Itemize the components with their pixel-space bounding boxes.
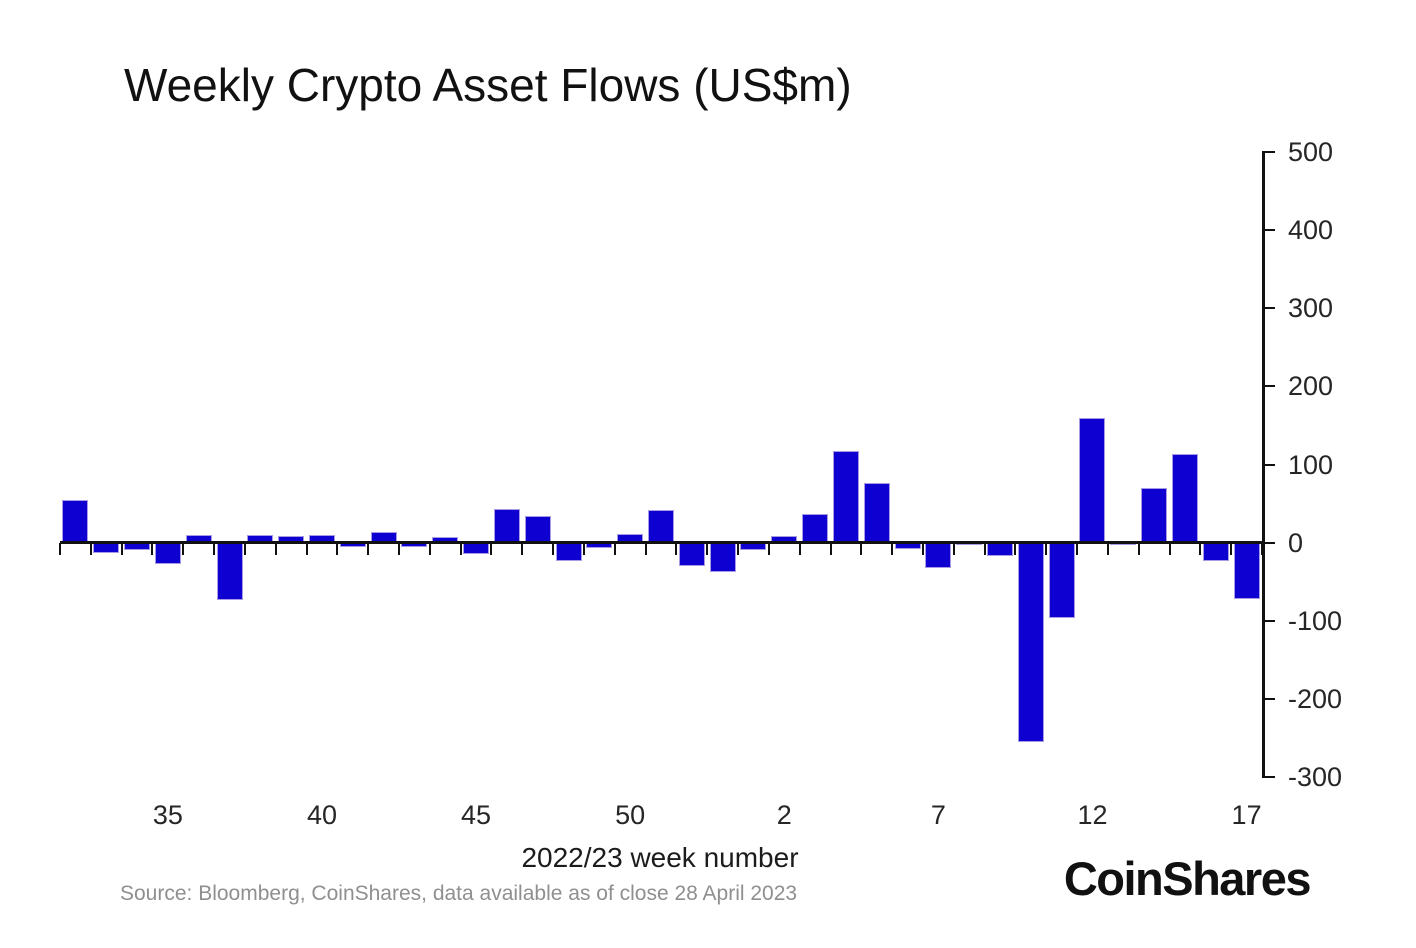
y-tick	[1262, 776, 1275, 778]
bar-week-7	[925, 542, 952, 568]
y-tick-label: -300	[1288, 762, 1343, 792]
bar-week-4	[832, 451, 859, 543]
y-tick-label: 300	[1288, 293, 1334, 324]
bar-week-52	[678, 542, 705, 567]
x-tick	[860, 542, 863, 555]
x-tick	[367, 542, 370, 555]
chart-title: Weekly Crypto Asset Flows (US$m)	[124, 59, 852, 111]
bar-week-47	[524, 516, 551, 543]
x-tick	[582, 542, 585, 555]
x-tick	[675, 542, 678, 555]
x-tick	[120, 542, 123, 555]
x-tick	[182, 542, 185, 555]
x-tick-label: 50	[615, 800, 646, 830]
x-axis-title: 2022/23 week number	[521, 842, 799, 873]
coinshares-logo: CoinShares	[1063, 852, 1312, 905]
bar-week-9	[987, 542, 1014, 556]
x-tick	[1137, 542, 1140, 555]
source-note: Source: Bloomberg, CoinShares, data avai…	[120, 882, 798, 905]
x-tick	[706, 542, 709, 555]
x-axis-baseline	[60, 541, 1265, 545]
x-tick	[829, 542, 832, 555]
y-tick	[1262, 307, 1275, 310]
x-tick	[1230, 542, 1233, 555]
x-tick	[243, 542, 246, 555]
x-tick	[1076, 542, 1079, 555]
bar-week-32	[62, 500, 89, 543]
y-tick	[1262, 151, 1275, 153]
bar-week-51	[648, 509, 674, 543]
x-tick	[428, 542, 431, 555]
x-tick	[737, 542, 740, 555]
x-tick	[151, 542, 154, 555]
x-tick-label: 12	[1077, 800, 1108, 830]
y-tick-label: 200	[1288, 371, 1334, 402]
y-tick-label: 500	[1288, 137, 1334, 167]
x-tick	[1045, 542, 1048, 555]
x-tick	[305, 542, 308, 555]
y-tick-label: 100	[1288, 449, 1334, 480]
x-tick-label: 35	[152, 800, 183, 830]
y-tick	[1262, 385, 1275, 388]
bar-week-45	[463, 542, 490, 555]
x-tick	[613, 542, 616, 555]
x-tick	[336, 542, 339, 555]
x-tick	[891, 542, 894, 555]
bar-week-33	[93, 542, 120, 553]
bar-week-35	[154, 542, 181, 564]
bar-week-12	[1079, 417, 1106, 543]
x-tick	[767, 542, 770, 555]
x-tick	[521, 542, 524, 555]
x-tick	[798, 542, 801, 555]
x-tick	[552, 542, 555, 555]
y-tick	[1262, 463, 1275, 466]
x-tick-label: 45	[461, 800, 492, 830]
bar-week-10	[1017, 542, 1044, 742]
x-tick	[952, 542, 955, 555]
bar-week-14	[1141, 487, 1168, 543]
y-tick	[1262, 619, 1275, 622]
x-tick-label: 7	[930, 800, 946, 830]
bar-week-16	[1202, 542, 1229, 561]
x-tick	[213, 542, 216, 555]
bar-week-37	[216, 542, 243, 600]
y-tick	[1262, 697, 1275, 700]
bar-week-17	[1233, 542, 1260, 599]
y-tick	[1262, 541, 1275, 544]
bar-week-53	[709, 542, 736, 573]
y-tick	[1262, 229, 1275, 232]
bar-week-15	[1171, 453, 1198, 543]
bar-week-11	[1048, 542, 1075, 618]
x-tick	[459, 542, 462, 555]
x-tick	[1168, 542, 1171, 555]
bar-week-3	[802, 513, 829, 543]
x-tick	[644, 542, 647, 555]
x-tick	[1199, 542, 1202, 555]
x-tick	[59, 542, 61, 555]
x-tick-label: 2	[776, 800, 792, 830]
y-tick-label: 0	[1288, 527, 1304, 558]
x-tick	[398, 542, 401, 555]
x-tick	[89, 542, 92, 555]
x-tick	[490, 542, 493, 555]
x-tick-label: 40	[306, 800, 337, 830]
x-tick	[274, 542, 277, 555]
bar-week-48	[555, 542, 582, 562]
x-tick	[1014, 542, 1017, 555]
bar-week-5	[863, 483, 890, 543]
x-tick-label: 17	[1231, 800, 1262, 830]
y-tick-label: 400	[1288, 215, 1334, 246]
x-tick	[1106, 542, 1109, 555]
x-tick	[983, 542, 986, 555]
bar-week-46	[493, 509, 520, 543]
y-tick-label: -200	[1288, 683, 1343, 714]
x-tick	[921, 542, 924, 555]
y-tick-label: -100	[1288, 605, 1343, 636]
